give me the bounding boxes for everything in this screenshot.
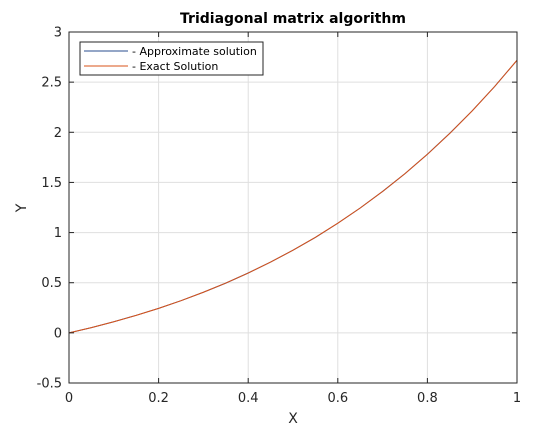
ticks [68,31,518,384]
x-tick-label: 0 [65,391,73,406]
legend-label-exact: - Exact Solution [132,60,218,73]
legend: - Approximate solution - Exact Solution [79,41,264,76]
legend-label-approximate: - Approximate solution [132,45,257,58]
x-tick-label: 1 [513,391,521,406]
legend-box [79,41,264,76]
plot-frame [68,31,518,384]
series-layer [68,59,518,334]
grid [68,31,518,384]
y-tick-label: 0.5 [41,276,62,291]
y-tick-label: 1 [54,226,62,241]
series-line-approximate [68,59,518,334]
y-tick-label: 3 [54,26,62,41]
y-tick-label: 2 [54,126,62,141]
y-tick-label: 1.5 [41,176,62,191]
x-axis-label: X [288,411,298,427]
series-line-exact [68,59,518,334]
tick-labels: 0 0.2 0.4 0.6 0.8 1-0.500.511.522.53 [37,26,522,407]
x-tick-label: 0.8 [417,391,438,406]
y-tick-label: -0.5 [37,377,62,392]
y-tick-label: 0 [54,326,62,341]
y-tick-label: 2.5 [41,76,62,91]
x-tick-label: 0.6 [327,391,348,406]
x-tick-label: 0.2 [148,391,169,406]
chart-title: Tridiagonal matrix algorithm [180,11,406,27]
y-axis-label: Y [14,203,30,213]
x-tick-label: 0.4 [238,391,259,406]
